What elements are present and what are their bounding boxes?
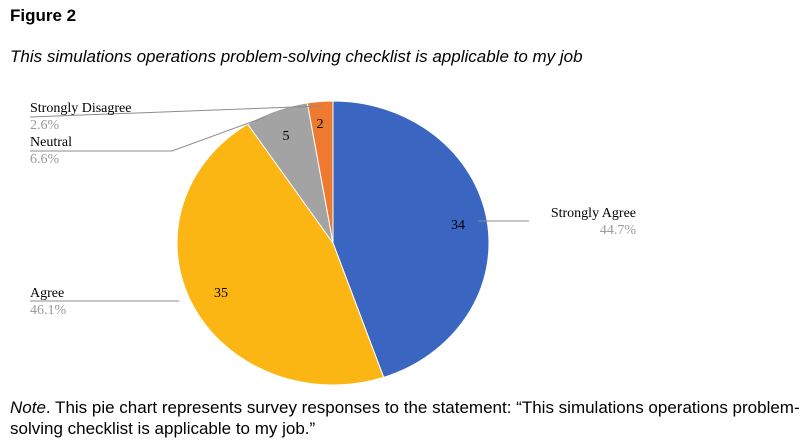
pie-labels: 34 Strongly Agree 44.7% 35 Agree 46.1% 5 Neutra…: [30, 101, 636, 318]
value-label-strongly-disagree: 2: [317, 117, 324, 132]
category-label-strongly-agree: Strongly Agree: [551, 206, 636, 221]
value-label-strongly-agree: 34: [451, 218, 465, 233]
pie-slice-agree: [176, 123, 385, 386]
leader-line-strongly-disagree: [29, 105, 323, 118]
note-text: . This pie chart represents survey respo…: [10, 398, 800, 438]
leader-line-neutral: [30, 116, 266, 152]
category-label-neutral: Neutral: [30, 135, 72, 150]
percent-label-neutral: 6.6%: [30, 152, 60, 167]
percent-label-strongly-agree: 44.7%: [600, 223, 637, 238]
value-label-agree: 35: [214, 286, 228, 301]
category-label-strongly-disagree: Strongly Disagree: [30, 101, 131, 116]
figure-label: Figure 2: [10, 6, 77, 25]
pie-slice-strongly-disagree: [306, 100, 334, 244]
note-lead: Note: [10, 398, 46, 417]
category-label-agree: Agree: [30, 286, 64, 301]
leader-lines: [29, 105, 529, 302]
figure-note: Note. This pie chart represents survey r…: [10, 397, 800, 439]
pie-slice-strongly-agree: [332, 100, 490, 378]
percent-label-strongly-disagree: 2.6%: [30, 118, 60, 133]
value-label-neutral: 5: [283, 129, 290, 144]
pie-slices: [176, 100, 490, 386]
percent-label-agree: 46.1%: [30, 303, 67, 318]
figure-title: This simulations operations problem-solv…: [10, 47, 583, 66]
